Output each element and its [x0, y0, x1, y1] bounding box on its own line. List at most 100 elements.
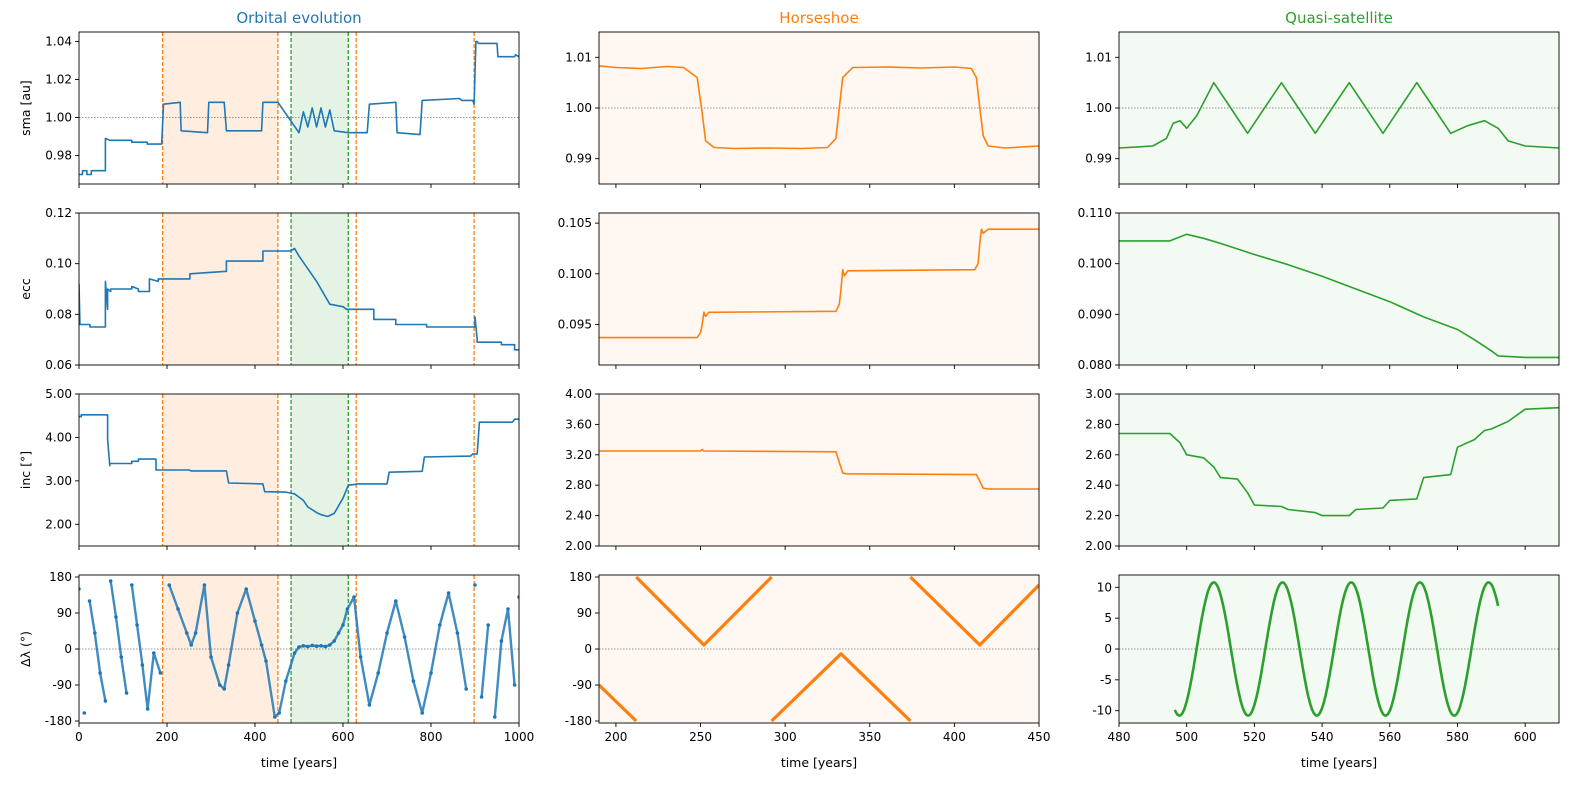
- y-tick-label: 0.99: [565, 152, 592, 166]
- plot-area: [79, 394, 519, 546]
- axes-frame: [78, 31, 520, 185]
- y-tick-label: 1.04: [45, 35, 72, 49]
- data-point: [82, 711, 87, 715]
- y-tick-label: 2.80: [565, 478, 592, 492]
- panel-r3-c0: -180 -90 0 90 180 0 200 400 600 800 1000: [45, 570, 535, 744]
- series-line: [599, 575, 1039, 723]
- panel-tint: [1119, 213, 1559, 365]
- x-tick-label: 600: [1514, 730, 1537, 744]
- y-tick-label: 2.20: [1085, 509, 1112, 523]
- y-tick-label: -180: [565, 714, 592, 728]
- x-tick-label: 400: [244, 730, 267, 744]
- y-tick-label: 2.00: [565, 539, 592, 553]
- axes-frame: [78, 393, 520, 547]
- panel-tint: [599, 394, 1039, 546]
- y-tick-label: 180: [49, 570, 72, 584]
- y-tick-label: 1.00: [565, 101, 592, 115]
- y-tick-label: 2.80: [1085, 417, 1112, 431]
- y-tick-label: 2.40: [565, 509, 592, 523]
- y-tick-label: 3.60: [565, 417, 592, 431]
- x-tick-label: 500: [1175, 730, 1198, 744]
- x-tick-label: 560: [1378, 730, 1401, 744]
- x-tick-label: 350: [858, 730, 881, 744]
- shaded-region: [162, 213, 278, 365]
- x-axis-label: time [years]: [781, 755, 857, 770]
- series-line: [599, 228, 1039, 339]
- x-tick-label: 250: [689, 730, 712, 744]
- panel-tint: [1119, 394, 1559, 546]
- series-line: [79, 414, 519, 518]
- y-tick-label: 0.095: [558, 317, 592, 331]
- axes-frame: [78, 212, 520, 366]
- y-tick-label: 0.06: [45, 358, 72, 372]
- shaded-region: [162, 32, 278, 184]
- plot-area: [1119, 575, 1559, 723]
- x-tick-label: 580: [1446, 730, 1469, 744]
- x-tick-label: 540: [1311, 730, 1334, 744]
- series-trace: [88, 580, 516, 718]
- series-line: [1173, 581, 1500, 717]
- x-tick-label: 400: [943, 730, 966, 744]
- panel-r0-c1: 0.99 1.00 1.01: [565, 31, 1040, 188]
- y-axis-label: sma [au]: [18, 80, 33, 136]
- x-axis-label: time [years]: [1301, 755, 1377, 770]
- y-tick-label: 1.00: [1085, 101, 1112, 115]
- y-tick-label: -10: [1092, 704, 1112, 718]
- y-tick-label: 3.00: [1085, 387, 1112, 401]
- y-tick-label: 10: [1097, 580, 1112, 594]
- column-title: Quasi-satellite: [1285, 9, 1393, 27]
- y-axis-label: ecc: [18, 278, 33, 300]
- panel-tint: [599, 213, 1039, 365]
- y-tick-label: 0.98: [45, 149, 72, 163]
- plot-area: [599, 228, 1039, 339]
- y-tick-label: 0.99: [1085, 152, 1112, 166]
- x-tick-label: 600: [332, 730, 355, 744]
- x-tick-label: 450: [1028, 730, 1051, 744]
- x-tick-label: 520: [1243, 730, 1266, 744]
- plot-area: [1119, 233, 1559, 359]
- y-tick-label: 0.080: [1078, 358, 1112, 372]
- axes-frame: [1118, 393, 1560, 547]
- axes-frame: [598, 393, 1040, 547]
- y-tick-label: 90: [57, 606, 72, 620]
- series-line: [1119, 233, 1559, 359]
- panel-r1-c0: 0.06 0.08 0.10 0.12: [45, 206, 520, 372]
- y-tick-label: 2.60: [1085, 448, 1112, 462]
- x-axis-label: time [years]: [261, 755, 337, 770]
- panel-r1-c2: 0.080 0.090 0.100 0.110: [1078, 206, 1560, 372]
- y-tick-label: 1.01: [1085, 50, 1112, 64]
- y-tick-label: 0.08: [45, 307, 72, 321]
- y-tick-label: 5.00: [45, 387, 72, 401]
- column-title: Orbital evolution: [236, 9, 361, 27]
- x-tick-label: 200: [156, 730, 179, 744]
- plot-area: [1119, 406, 1559, 517]
- y-tick-label: 5: [1104, 611, 1112, 625]
- y-tick-label: -90: [52, 678, 72, 692]
- x-tick-label: 1000: [504, 730, 535, 744]
- x-tick-label: 0: [75, 730, 83, 744]
- panel-r1-c1: 0.095 0.100 0.105: [558, 212, 1040, 369]
- y-tick-label: 3.00: [45, 474, 72, 488]
- series-line: [1119, 81, 1559, 149]
- plot-area: [79, 213, 519, 365]
- x-tick-label: 800: [420, 730, 443, 744]
- shaded-region: [291, 394, 349, 546]
- y-tick-label: -5: [1100, 673, 1112, 687]
- series-line: [599, 448, 1039, 490]
- y-tick-label: -90: [572, 678, 592, 692]
- column-title: Horseshoe: [779, 9, 858, 27]
- y-tick-label: 0: [584, 642, 592, 656]
- y-tick-label: 4.00: [565, 387, 592, 401]
- plot-area: [79, 32, 519, 184]
- y-tick-label: 0.110: [1078, 206, 1112, 220]
- y-tick-label: 1.02: [45, 73, 72, 87]
- y-axis-label: Δλ (°): [18, 631, 33, 667]
- plot-area: [79, 575, 519, 723]
- y-tick-label: 0.100: [1078, 257, 1112, 271]
- y-tick-label: 180: [569, 570, 592, 584]
- plot-area: [599, 448, 1039, 490]
- plot-area: [599, 65, 1039, 150]
- series-line: [79, 40, 519, 176]
- data-point: [473, 583, 477, 587]
- y-tick-label: 2.40: [1085, 478, 1112, 492]
